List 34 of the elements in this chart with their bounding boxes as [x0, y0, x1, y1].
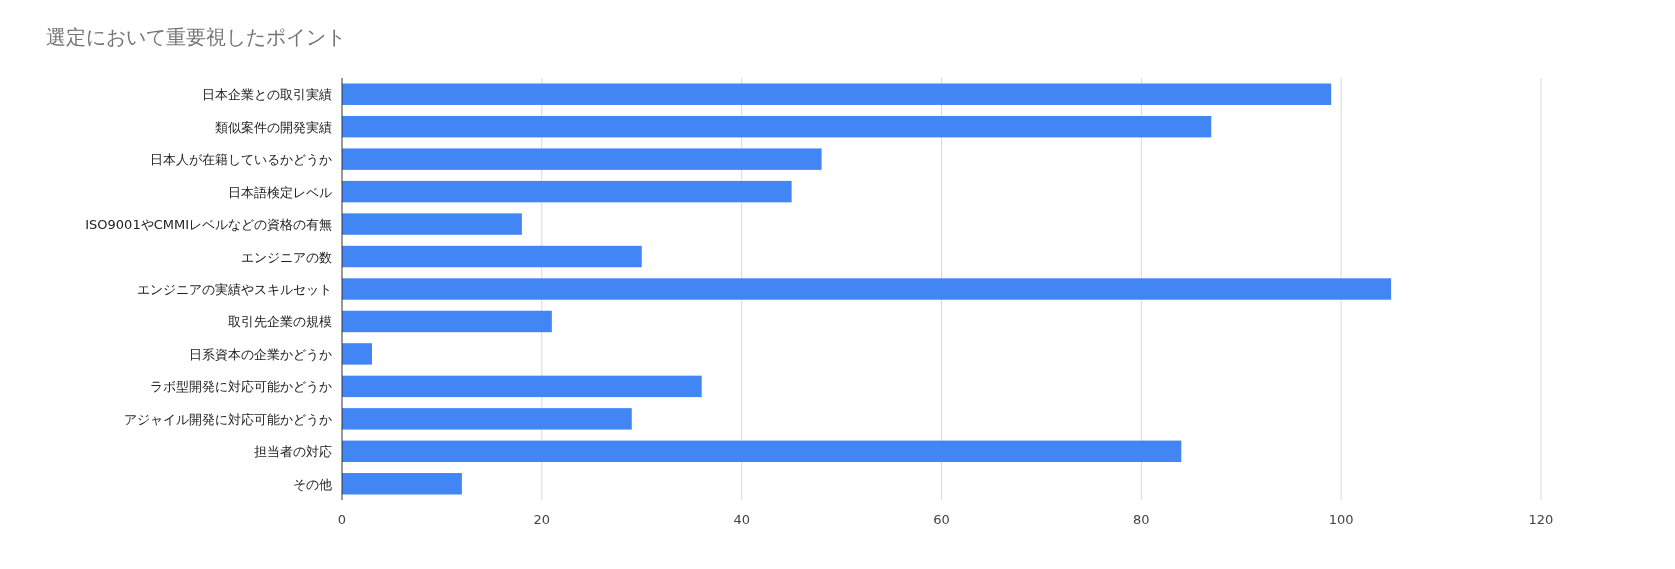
y-tick-label: ISO9001やCMMIレベルなどの資格の有無 — [85, 217, 332, 233]
bar — [342, 278, 1392, 300]
bar — [342, 148, 822, 170]
bar — [342, 473, 462, 495]
y-tick-label: エンジニアの実績やスキルセット — [137, 282, 332, 297]
bar — [342, 310, 552, 333]
bar — [342, 245, 642, 268]
y-tick-label: ラボ型開発に対応可能かどうか — [150, 379, 332, 395]
x-tick-label: 60 — [933, 512, 950, 527]
y-tick-label: その他 — [293, 476, 332, 492]
y-tick-label: アジャイル開発に対応可能かどうか — [124, 411, 332, 427]
bar — [342, 440, 1182, 463]
y-tick-label: 日本企業との取引実績 — [202, 87, 332, 103]
x-tick-label: 80 — [1133, 512, 1150, 527]
y-tick-label: 担当者の対応 — [254, 444, 332, 460]
x-tick-label: 40 — [733, 512, 750, 527]
bar — [342, 83, 1332, 105]
y-tick-label: 日本人が在籍しているかどうか — [150, 152, 332, 168]
y-tick-label: 類似案件の開発実績 — [215, 119, 332, 135]
y-tick-label: 日系資本の企業かどうか — [189, 346, 332, 362]
chart-title: 選定において重要視したポイント — [46, 25, 346, 49]
x-tick-label: 0 — [337, 512, 347, 527]
bar — [342, 408, 632, 430]
bar — [342, 180, 792, 203]
y-tick-label: エンジニアの数 — [241, 249, 332, 265]
x-tick-label: 20 — [533, 512, 551, 527]
y-tick-label: 取引先企業の規模 — [228, 314, 332, 330]
y-tick-label: 日本語検定レベル — [228, 184, 332, 200]
bar — [342, 343, 372, 365]
bar — [342, 115, 1212, 138]
bar — [342, 375, 702, 398]
x-tick-label: 120 — [1528, 512, 1554, 527]
bar — [342, 213, 522, 235]
x-tick-label: 100 — [1328, 512, 1354, 527]
